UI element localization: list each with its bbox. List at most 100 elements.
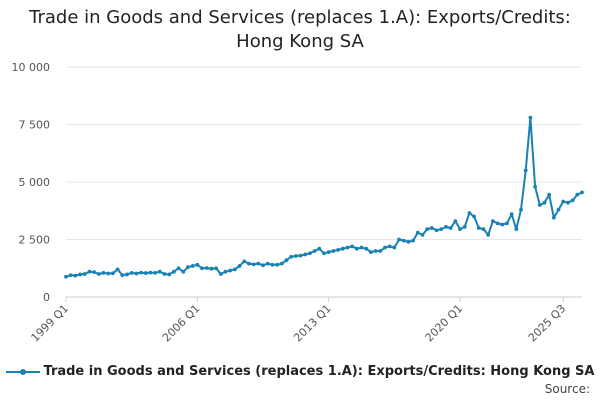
data-point-78[interactable] (429, 226, 434, 230)
data-point-76[interactable] (420, 233, 425, 237)
data-point-13[interactable] (125, 272, 129, 277)
data-point-50[interactable] (298, 253, 303, 258)
data-point-1[interactable] (68, 273, 73, 278)
data-point-62[interactable] (354, 246, 359, 251)
data-point-109[interactable] (575, 192, 580, 197)
data-point-73[interactable] (406, 239, 411, 244)
data-point-48[interactable] (289, 254, 294, 259)
data-point-75[interactable] (415, 230, 420, 235)
data-point-47[interactable] (284, 258, 289, 263)
data-point-56[interactable] (326, 250, 331, 255)
data-point-25[interactable] (181, 269, 186, 274)
data-point-96[interactable] (514, 227, 519, 232)
data-point-74[interactable] (411, 238, 416, 243)
data-point-92[interactable] (495, 221, 500, 226)
data-point-110[interactable] (580, 190, 584, 195)
data-point-80[interactable] (439, 227, 444, 232)
data-point-0[interactable] (64, 274, 68, 279)
data-point-32[interactable] (214, 266, 219, 271)
data-point-82[interactable] (448, 226, 453, 230)
data-point-34[interactable] (223, 269, 228, 274)
data-point-31[interactable] (209, 266, 214, 271)
data-point-97[interactable] (519, 207, 523, 212)
data-point-54[interactable] (317, 246, 322, 251)
data-point-9[interactable] (106, 271, 111, 276)
data-point-36[interactable] (232, 267, 237, 272)
data-point-40[interactable] (251, 262, 256, 267)
data-point-27[interactable] (190, 264, 195, 268)
data-point-90[interactable] (486, 233, 491, 237)
data-point-45[interactable] (275, 262, 279, 267)
data-point-63[interactable] (359, 245, 364, 250)
data-point-77[interactable] (425, 227, 430, 232)
data-point-72[interactable] (401, 238, 406, 243)
data-point-20[interactable] (157, 269, 162, 274)
data-point-71[interactable] (397, 237, 401, 242)
data-point-23[interactable] (171, 269, 176, 274)
data-point-5[interactable] (87, 269, 92, 274)
legend[interactable]: Trade in Goods and Services (replaces 1.… (0, 364, 600, 379)
data-point-24[interactable] (176, 266, 181, 271)
data-point-35[interactable] (228, 268, 233, 273)
data-point-15[interactable] (134, 271, 139, 276)
data-point-38[interactable] (242, 259, 247, 264)
data-point-11[interactable] (115, 267, 120, 272)
data-point-44[interactable] (270, 262, 275, 267)
data-point-68[interactable] (383, 245, 387, 250)
data-point-108[interactable] (570, 198, 575, 203)
data-point-86[interactable] (467, 211, 472, 215)
data-point-33[interactable] (218, 272, 223, 276)
data-point-83[interactable] (453, 219, 458, 224)
data-point-103[interactable] (547, 192, 552, 197)
data-point-59[interactable] (340, 246, 345, 251)
data-point-49[interactable] (293, 254, 298, 258)
data-point-89[interactable] (481, 227, 486, 232)
data-point-12[interactable] (120, 273, 125, 278)
data-point-79[interactable] (434, 228, 439, 233)
data-point-7[interactable] (96, 272, 101, 276)
data-point-106[interactable] (561, 199, 566, 204)
data-point-46[interactable] (279, 261, 284, 266)
data-point-51[interactable] (303, 252, 308, 257)
data-point-104[interactable] (551, 215, 556, 220)
data-point-69[interactable] (387, 244, 392, 249)
data-point-29[interactable] (200, 266, 204, 271)
data-point-18[interactable] (148, 270, 153, 275)
data-point-107[interactable] (566, 200, 570, 205)
data-point-52[interactable] (308, 251, 312, 256)
data-point-37[interactable] (237, 264, 242, 268)
data-point-65[interactable] (369, 250, 373, 255)
data-point-70[interactable] (392, 245, 397, 250)
data-point-21[interactable] (162, 272, 167, 276)
data-point-42[interactable] (261, 263, 265, 268)
data-point-67[interactable] (378, 249, 383, 253)
data-point-8[interactable] (101, 270, 106, 275)
data-point-95[interactable] (509, 212, 514, 217)
data-point-60[interactable] (345, 245, 350, 250)
data-point-19[interactable] (153, 270, 158, 275)
data-point-43[interactable] (265, 261, 270, 266)
data-point-84[interactable] (458, 227, 462, 232)
data-point-61[interactable] (350, 244, 355, 249)
data-point-4[interactable] (82, 272, 87, 276)
data-point-53[interactable] (312, 249, 317, 253)
data-point-93[interactable] (500, 222, 505, 227)
data-point-91[interactable] (490, 219, 495, 224)
data-point-30[interactable] (204, 266, 209, 270)
data-point-55[interactable] (322, 251, 326, 256)
data-point-58[interactable] (336, 247, 340, 252)
data-point-6[interactable] (92, 270, 97, 275)
data-point-2[interactable] (73, 273, 78, 278)
data-point-39[interactable] (247, 261, 251, 266)
data-point-102[interactable] (542, 200, 547, 205)
data-point-98[interactable] (523, 168, 528, 173)
data-point-94[interactable] (505, 221, 509, 226)
data-point-66[interactable] (373, 249, 378, 253)
data-point-10[interactable] (111, 271, 115, 276)
data-point-14[interactable] (129, 270, 134, 275)
data-point-22[interactable] (167, 272, 172, 277)
data-point-105[interactable] (556, 207, 561, 212)
data-point-28[interactable] (195, 262, 200, 267)
data-point-100[interactable] (533, 184, 537, 189)
data-point-85[interactable] (462, 224, 467, 229)
